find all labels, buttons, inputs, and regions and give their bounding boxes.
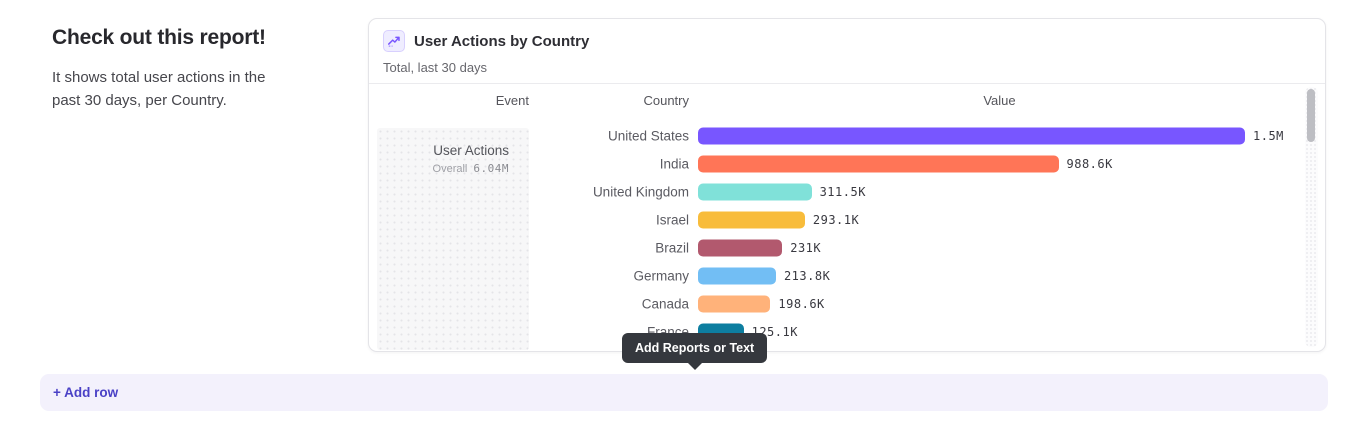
country-label: Brazil xyxy=(655,240,689,256)
value-bar[interactable] xyxy=(698,183,812,201)
value-bar[interactable] xyxy=(698,267,776,285)
chart-row: Canada 198.6K xyxy=(369,290,1311,318)
value-label: 213.8K xyxy=(783,269,831,283)
value-bar[interactable] xyxy=(698,211,805,229)
value-label: 198.6K xyxy=(778,297,825,311)
value-bar[interactable] xyxy=(698,127,1245,145)
chart-rows: United States 1.5M India 988.6K United Kingd… xyxy=(369,122,1311,346)
intro-block: Check out this report! It shows total us… xyxy=(52,26,332,113)
country-label: Israel xyxy=(655,212,689,228)
value-label: 231K xyxy=(790,241,822,255)
line-chart-icon xyxy=(383,30,405,52)
report-card[interactable]: User Actions by Country Total, last 30 d… xyxy=(368,18,1326,352)
chart-row: India 988.6K xyxy=(369,150,1311,178)
add-row-button[interactable]: + Add row xyxy=(40,374,1328,411)
chart-row: Germany 213.8K xyxy=(369,262,1311,290)
country-label: Germany xyxy=(633,268,689,284)
add-row-label: + Add row xyxy=(53,385,119,400)
report-title: User Actions by Country xyxy=(414,32,590,50)
value-label: 988.6K xyxy=(1066,157,1113,171)
value-label: 311.5K xyxy=(819,185,866,199)
page-description: It shows total user actions in the past … xyxy=(52,69,266,110)
value-label: 293.1K xyxy=(812,213,860,227)
event-overall: Overall 6.04M xyxy=(377,162,509,175)
overall-value: 6.04M xyxy=(473,162,509,175)
report-subtitle: Total, last 30 days xyxy=(383,60,488,75)
column-header-event: Event xyxy=(495,93,529,108)
tooltip-text: Add Reports or Text xyxy=(635,341,755,355)
chart-row: Israel 293.1K xyxy=(369,206,1311,234)
column-header-country: Country xyxy=(643,93,689,108)
event-name: User Actions xyxy=(433,143,509,158)
country-label: United Kingdom xyxy=(592,184,689,200)
chart-table: Event Country Value User Actions Overall… xyxy=(369,83,1325,350)
chart-row: Brazil 231K xyxy=(369,234,1311,262)
overall-label: Overall xyxy=(432,163,468,175)
country-label: United States xyxy=(607,128,689,144)
chart-scrollbar-track[interactable] xyxy=(1305,87,1318,347)
add-reports-tooltip: Add Reports or Text xyxy=(622,333,768,363)
country-label: Canada xyxy=(641,296,689,312)
value-bar[interactable] xyxy=(698,239,783,257)
chart-scrollbar-thumb[interactable] xyxy=(1307,89,1315,142)
page-title: Check out this report! xyxy=(52,26,266,49)
chart-row: United Kingdom 311.5K xyxy=(369,178,1311,206)
value-bar[interactable] xyxy=(698,155,1059,173)
event-cell[interactable]: User Actions Overall 6.04M xyxy=(377,128,529,350)
chart-row: France 125.1K xyxy=(369,318,1311,346)
country-label: India xyxy=(659,156,689,172)
chart-row: United States 1.5M xyxy=(369,122,1311,150)
value-bar[interactable] xyxy=(698,295,771,313)
value-label: 1.5M xyxy=(1253,129,1284,143)
report-card-header: User Actions by Country Total, last 30 d… xyxy=(369,19,1325,84)
column-header-value: Value xyxy=(983,93,1016,108)
